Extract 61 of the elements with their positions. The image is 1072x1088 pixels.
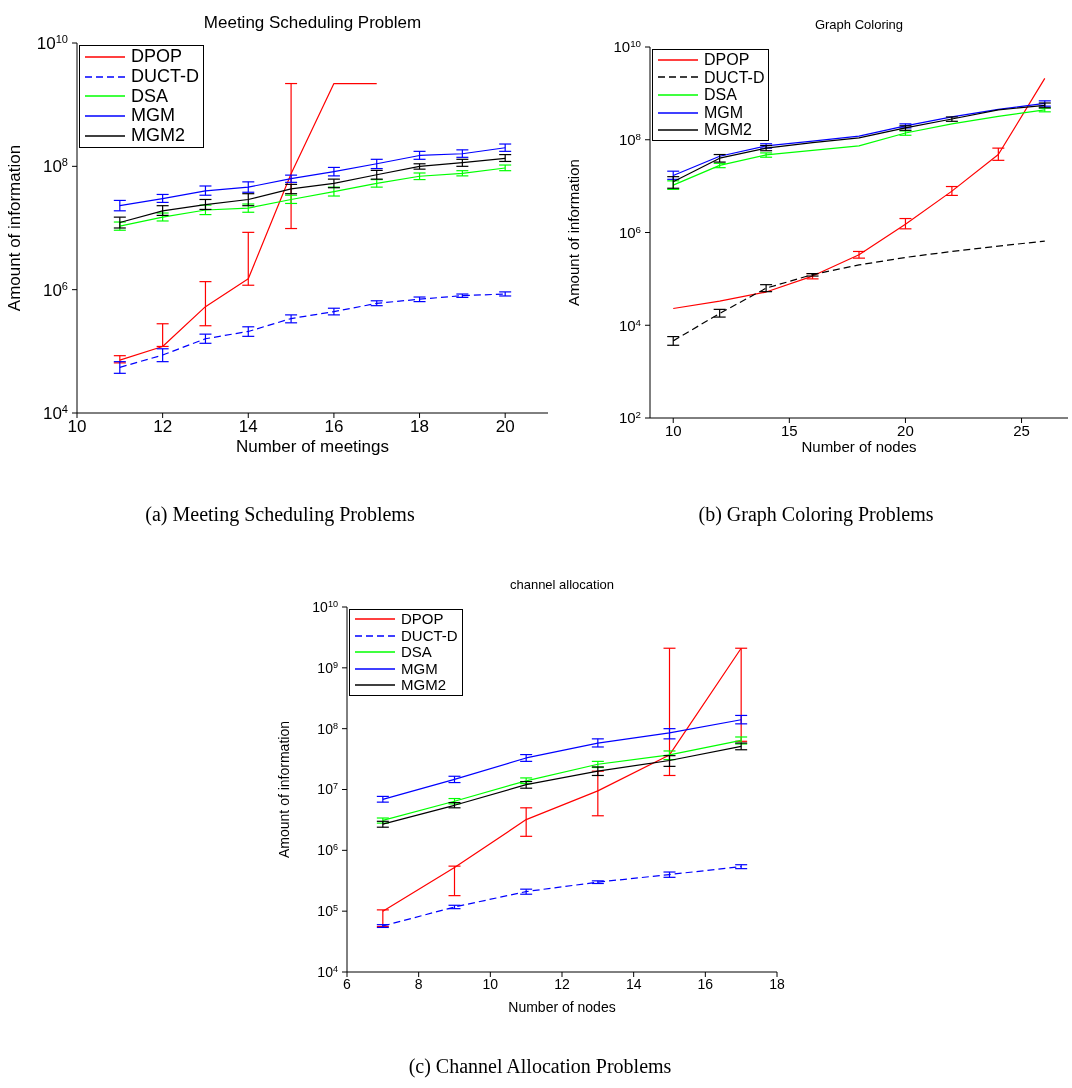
y-tick-label: 10$^{6}$ (42, 279, 68, 300)
x-tick-label: 6 (343, 975, 352, 992)
y-tick-label: 10$^{6}$ (618, 223, 641, 241)
y-tick-label: 10$^{10}$ (36, 32, 68, 53)
y-tick-label: 10$^{4}$ (618, 316, 642, 334)
legend-label: MGM2 (704, 121, 752, 139)
y-tick-label: 10$^{10}$ (312, 598, 338, 615)
legend-label: DSA (131, 85, 169, 107)
x-axis-title: Number of nodes (508, 999, 616, 1015)
legend-label: DUCT-D (704, 68, 765, 87)
x-tick-label: 20 (897, 421, 914, 439)
x-tick-label: 16 (324, 417, 344, 437)
y-axis-title: Amount of information (275, 721, 292, 858)
x-tick-label: 8 (414, 975, 423, 992)
text: (a) Meeting Scheduling Problems (144, 503, 416, 526)
y-axis-title: Amount of information (565, 159, 583, 306)
text: (b) Graph Coloring Problems (697, 503, 935, 526)
x-tick-label: 12 (554, 975, 570, 992)
y-tick-label: 10$^{2}$ (618, 408, 641, 427)
x-tick-label: 12 (153, 417, 173, 437)
legend-label: DSA (704, 86, 737, 104)
legend-label: DUCT-D (401, 626, 458, 644)
x-axis-title: Number of nodes (801, 438, 917, 455)
legend-label: DPOP (704, 51, 750, 69)
y-axis-title: Amount of information (5, 144, 25, 312)
chart-title: Graph Coloring (813, 17, 905, 32)
legend-label: MGM (131, 105, 175, 127)
text: (c) Channel Allocation Problems (407, 1055, 673, 1078)
x-tick-label: 18 (410, 417, 430, 437)
y-tick-label: 10$^{8}$ (618, 130, 641, 148)
y-tick-label: 10$^{8}$ (42, 156, 68, 177)
legend-label: DUCT-D (131, 65, 199, 87)
x-tick-label: 25 (1013, 421, 1030, 439)
legend-label: MGM2 (401, 676, 446, 694)
x-axis-title: Number of meetings (235, 437, 390, 456)
legend-label: DPOP (401, 610, 444, 628)
x-tick-label: 16 (697, 975, 714, 992)
y-tick-label: 10$^{8}$ (317, 720, 338, 737)
y-tick-label: 10$^{5}$ (317, 903, 338, 920)
x-tick-label: 10 (664, 421, 682, 439)
line-series (119, 147, 506, 207)
y-tick-label: 10$^{4}$ (42, 402, 68, 423)
legend-label: DPOP (131, 46, 183, 67)
chart-title: channel allocation (508, 577, 616, 592)
legend-label: MGM (401, 659, 438, 677)
x-tick-label: 10 (67, 417, 87, 437)
legend-label: MGM (704, 103, 744, 122)
legend-label: DSA (401, 643, 432, 661)
legend-label: MGM2 (131, 125, 185, 146)
y-tick-label: 10$^{10}$ (613, 37, 642, 56)
x-tick-label: 14 (238, 417, 258, 437)
chart-title: Meeting Scheduling Problem (202, 13, 423, 33)
x-tick-label: 20 (495, 417, 515, 437)
x-tick-label: 15 (780, 421, 798, 439)
x-tick-label: 10 (482, 975, 499, 992)
x-tick-label: 14 (625, 975, 642, 992)
y-tick-label: 10$^{7}$ (317, 781, 338, 798)
y-tick-label: 10$^{6}$ (317, 842, 338, 859)
y-tick-label: 10$^{9}$ (317, 659, 338, 676)
y-tick-label: 10$^{4}$ (317, 963, 338, 980)
x-tick-label: 18 (769, 975, 785, 992)
